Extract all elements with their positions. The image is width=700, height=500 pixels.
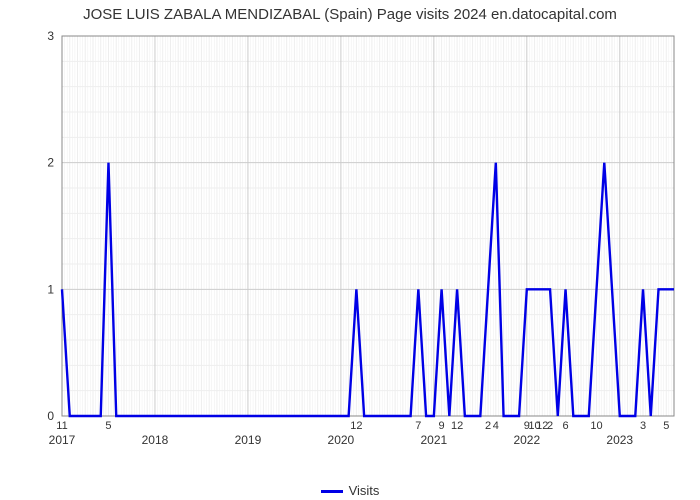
svg-text:2: 2 (47, 156, 54, 170)
svg-text:11: 11 (56, 420, 67, 432)
svg-text:7: 7 (415, 420, 421, 432)
svg-text:2023: 2023 (606, 433, 633, 447)
svg-text:2018: 2018 (142, 433, 169, 447)
svg-text:2019: 2019 (235, 433, 262, 447)
svg-text:4: 4 (493, 420, 499, 432)
legend-swatch (321, 490, 343, 493)
svg-text:12: 12 (451, 420, 463, 432)
chart-title: JOSE LUIS ZABALA MENDIZABAL (Spain) Page… (0, 6, 700, 23)
svg-text:2022: 2022 (513, 433, 540, 447)
chart-svg: 0123201720182019202020212022202311512791… (40, 30, 680, 450)
svg-text:3: 3 (47, 30, 54, 43)
svg-text:2021: 2021 (420, 433, 447, 447)
svg-text:6: 6 (562, 420, 568, 432)
plot-area: 0123201720182019202020212022202311512791… (40, 30, 680, 450)
svg-text:12: 12 (350, 420, 362, 432)
svg-text:0: 0 (47, 409, 54, 423)
chart-container: JOSE LUIS ZABALA MENDIZABAL (Spain) Page… (0, 0, 700, 500)
legend-label: Visits (349, 483, 380, 498)
svg-text:2020: 2020 (328, 433, 355, 447)
svg-text:5: 5 (663, 420, 669, 432)
svg-text:2017: 2017 (49, 433, 76, 447)
svg-text:3: 3 (640, 420, 646, 432)
svg-text:9: 9 (439, 420, 445, 432)
svg-text:2: 2 (485, 420, 491, 432)
legend: Visits (0, 483, 700, 498)
svg-text:5: 5 (105, 420, 111, 432)
svg-text:10: 10 (590, 420, 602, 432)
svg-text:1: 1 (47, 282, 54, 296)
svg-text:2: 2 (547, 420, 553, 432)
